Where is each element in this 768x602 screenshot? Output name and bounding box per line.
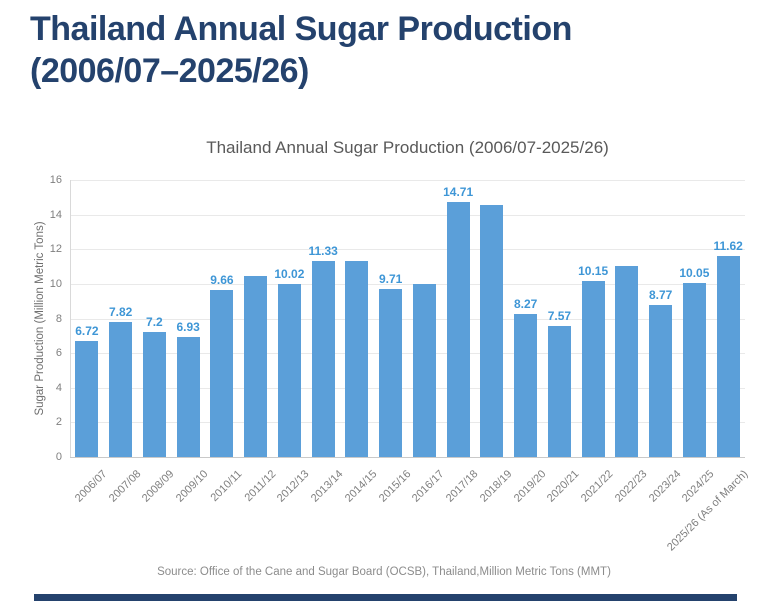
bar: [277, 283, 301, 457]
bar: [480, 205, 504, 457]
bar-value-label: 9.66: [210, 272, 234, 287]
bar-value-label: 6.72: [75, 323, 99, 338]
y-gridline: [70, 387, 745, 389]
y-tick-label: 2: [55, 416, 62, 429]
bar-value-label: 10.15: [578, 264, 609, 279]
bar: [446, 202, 470, 457]
y-tick-label: 12: [49, 243, 62, 256]
bar-value-label: 10.02: [274, 266, 305, 281]
bar: [244, 276, 268, 457]
bar-value-label: 6.93: [176, 320, 200, 335]
y-tick-label: 4: [55, 381, 62, 394]
y-tick-label: 14: [49, 208, 62, 221]
x-axis-line: [70, 457, 745, 458]
bar-value-label: 14.71: [443, 185, 474, 200]
y-gridline: [70, 422, 745, 424]
y-gridline: [70, 249, 745, 251]
page-title-line1: Thailand Annual Sugar Production: [30, 10, 572, 48]
bar: [142, 332, 166, 457]
y-gridline: [70, 318, 745, 320]
chart-title: Thailand Annual Sugar Production (2006/0…: [206, 138, 609, 157]
bar: [379, 288, 403, 457]
bar: [75, 340, 99, 457]
y-axis-line: [70, 180, 71, 457]
bar: [649, 305, 673, 457]
bar-value-label: 8.77: [648, 288, 673, 303]
y-gridline: [70, 353, 745, 355]
y-tick-label: 6: [55, 347, 62, 360]
footer-accent-bar: [34, 594, 737, 601]
bar: [412, 283, 436, 457]
y-gridline: [70, 180, 745, 181]
bar: [514, 313, 538, 457]
bar: [716, 255, 740, 457]
bar-value-label: 8.27: [513, 296, 538, 311]
y-tick-label: 8: [55, 312, 62, 325]
bar-value-label: 7.82: [108, 304, 133, 319]
bar: [210, 289, 234, 457]
source-attribution: Source: Office of the Cane and Sugar Boa…: [157, 566, 611, 578]
bar: [311, 260, 335, 457]
y-tick-label: 0: [55, 451, 62, 463]
bar-value-label: 11.33: [308, 243, 338, 258]
bar: [615, 265, 639, 457]
page-title-line2: (2006/07–2025/26): [30, 52, 309, 90]
bar-value-label: 7.57: [547, 308, 572, 323]
y-gridline: [70, 214, 745, 216]
bar: [547, 325, 571, 457]
bar: [581, 281, 605, 457]
bar: [109, 321, 133, 457]
bar: [176, 337, 200, 457]
bar-value-label: 7.2: [146, 315, 163, 330]
y-gridline: [70, 283, 745, 285]
bar: [345, 261, 369, 457]
page-title: Thailand Annual Sugar Production (2006/0…: [30, 8, 740, 92]
y-tick-label: 10: [49, 277, 62, 290]
bar: [682, 283, 706, 457]
bar-value-label: 11.62: [713, 238, 743, 253]
bar-value-label: 9.71: [378, 271, 403, 286]
y-tick-label: 16: [49, 174, 62, 186]
bar-value-label: 10.05: [679, 266, 710, 280]
